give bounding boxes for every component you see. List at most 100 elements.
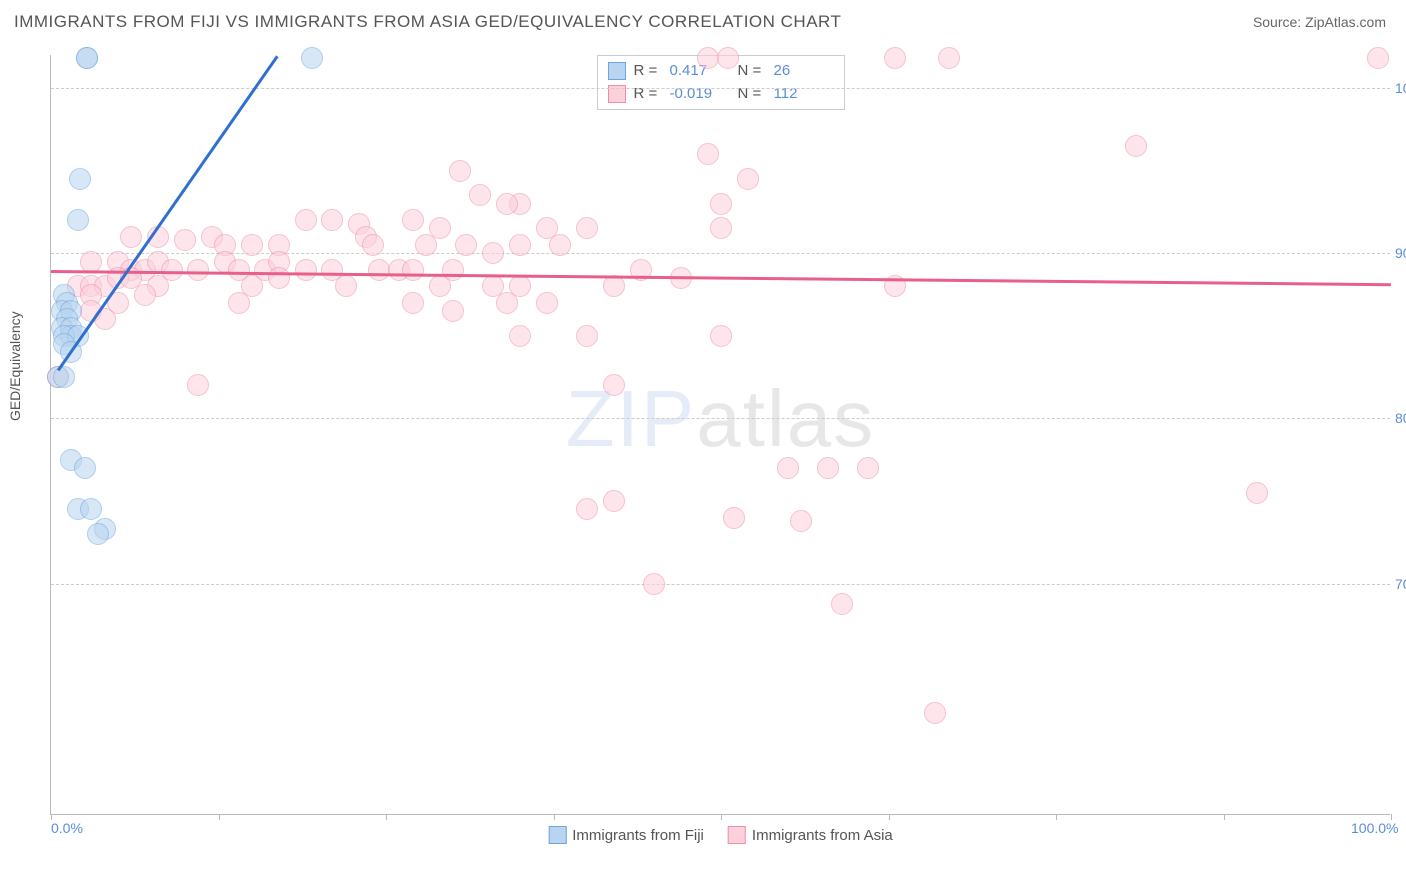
x-tick [219,814,220,820]
asia-point [1367,47,1389,69]
asia-point [482,242,504,264]
asia-point [643,573,665,595]
asia-point [603,490,625,512]
asia-point [442,300,464,322]
source-name: ZipAtlas.com [1305,14,1386,30]
x-tick [1224,814,1225,820]
asia-point [295,259,317,281]
legend-label-fiji: Immigrants from Fiji [572,827,704,844]
asia-point [549,234,571,256]
asia-point [120,226,142,248]
asia-point [884,47,906,69]
legend-swatch-fiji [548,826,566,844]
fiji-point [76,47,98,69]
x-tick [386,814,387,820]
legend-item-fiji: Immigrants from Fiji [548,826,704,844]
asia-point [831,593,853,615]
asia-point [335,275,357,297]
asia-point [603,374,625,396]
asia-n-value: 112 [774,83,834,106]
asia-point [187,259,209,281]
asia-point [174,229,196,251]
r-label: R = [634,83,662,106]
fiji-point [74,457,96,479]
asia-point [576,217,598,239]
asia-point [723,507,745,529]
legend-swatch-fiji [608,62,626,80]
x-tick [889,814,890,820]
r-label: R = [634,60,662,83]
fiji-point [69,168,91,190]
asia-point [496,292,518,314]
asia-point [938,47,960,69]
chart-title: IMMIGRANTS FROM FIJI VS IMMIGRANTS FROM … [14,12,841,32]
asia-point [402,292,424,314]
asia-point [455,234,477,256]
x-tick-label: 0.0% [51,820,83,836]
asia-point [576,325,598,347]
n-label: N = [738,83,766,106]
series-legend: Immigrants from Fiji Immigrants from Asi… [548,826,893,844]
asia-point [368,259,390,281]
legend-row-asia: R = -0.019 N = 112 [608,83,834,106]
fiji-point [301,47,323,69]
asia-point [710,217,732,239]
y-axis-label: GED/Equivalency [7,311,23,421]
scatter-chart: GED/Equivalency ZIPatlas R = 0.417 N = 2… [50,55,1390,815]
asia-point [1246,482,1268,504]
fiji-n-value: 26 [774,60,834,83]
asia-point [924,702,946,724]
y-tick-label: 70.0% [1395,576,1406,592]
legend-label-asia: Immigrants from Asia [752,827,893,844]
y-tick-label: 100.0% [1395,80,1406,96]
asia-point [402,209,424,231]
asia-point [187,374,209,396]
asia-r-value: -0.019 [670,83,730,106]
asia-point [295,209,317,231]
asia-point [817,457,839,479]
fiji-point [87,523,109,545]
asia-point [241,234,263,256]
source-label: Source: [1253,14,1301,30]
x-tick [721,814,722,820]
gridline [51,584,1390,585]
asia-point [777,457,799,479]
asia-point [1125,135,1147,157]
asia-point [80,251,102,273]
asia-point [362,234,384,256]
asia-point [469,184,491,206]
asia-point [697,143,719,165]
asia-point [790,510,812,532]
asia-point [268,267,290,289]
asia-point [717,47,739,69]
asia-point [603,275,625,297]
legend-swatch-asia [728,826,746,844]
y-tick-label: 80.0% [1395,410,1406,426]
asia-point [228,292,250,314]
x-tick-label: 100.0% [1351,820,1398,836]
y-tick-label: 90.0% [1395,245,1406,261]
asia-point [509,325,531,347]
x-tick [554,814,555,820]
asia-point [429,275,451,297]
fiji-point [80,498,102,520]
asia-point [857,457,879,479]
asia-point [134,284,156,306]
asia-point [509,234,531,256]
asia-point [737,168,759,190]
asia-point [321,209,343,231]
asia-point [415,234,437,256]
asia-point [496,193,518,215]
trend-line [57,56,278,371]
asia-point [710,193,732,215]
asia-point [710,325,732,347]
asia-point [697,47,719,69]
asia-point [536,292,558,314]
source-attribution: Source: ZipAtlas.com [1253,14,1386,30]
n-label: N = [738,60,766,83]
legend-item-asia: Immigrants from Asia [728,826,893,844]
fiji-point [67,209,89,231]
x-tick [1056,814,1057,820]
asia-point [402,259,424,281]
asia-point [449,160,471,182]
